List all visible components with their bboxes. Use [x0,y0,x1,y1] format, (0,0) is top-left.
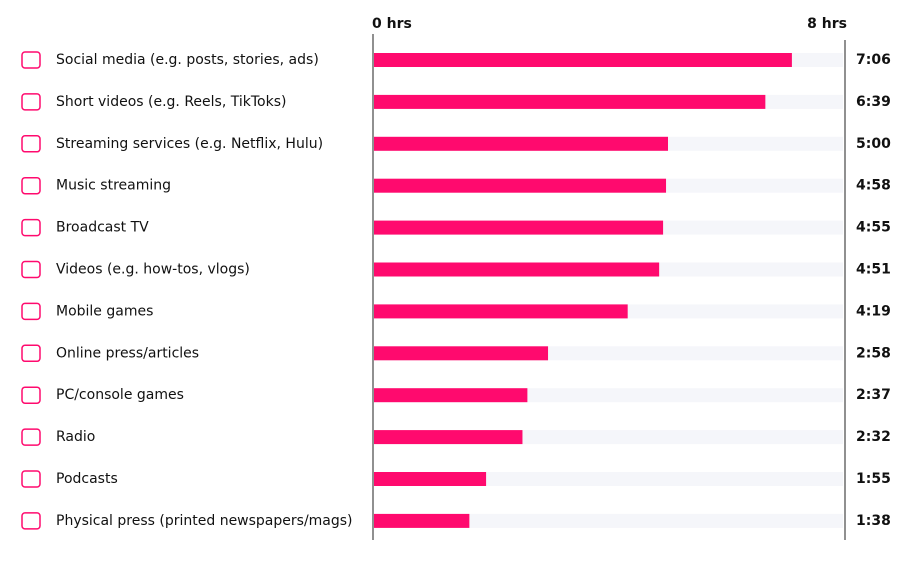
icon [21,218,41,237]
bar [374,346,549,361]
bar [374,304,628,319]
bar-track [374,513,843,528]
value-label: 4:51 [856,262,891,278]
category-label: Social media (e.g. posts, stories, ads) [56,52,319,68]
value-label: 6:39 [856,94,891,110]
bar-track [374,472,843,486]
bar [374,513,470,528]
icon [21,470,41,488]
icon [21,176,41,195]
bar [374,388,528,403]
icon [21,512,41,530]
category-label: Podcasts [56,471,118,487]
icon [21,344,41,363]
x-tick-label: 8 hrs [807,16,847,32]
icon [21,302,41,321]
x-tick-label: 0 hrs [372,16,412,32]
value-label: 4:58 [856,178,891,194]
value-label: 1:55 [856,471,891,487]
category-label: Broadcast TV [56,220,149,236]
value-label: 4:19 [856,303,891,319]
bar [374,94,766,109]
bar [374,53,792,67]
category-label: Music streaming [56,178,171,194]
bar [374,262,660,277]
icon [21,93,41,111]
value-label: 4:55 [856,220,891,236]
category-label: Videos (e.g. how-tos, vlogs) [56,262,250,278]
value-label: 7:06 [856,52,891,68]
category-label: Short videos (e.g. Reels, TikToks) [56,94,286,110]
icon [21,428,41,446]
category-label: Mobile games [56,303,153,319]
category-label: Streaming services (e.g. Netflix, Hulu) [56,136,323,152]
value-label: 2:58 [856,345,891,361]
category-label: Physical press (printed newspapers/mags) [56,513,353,529]
icon [21,135,41,153]
bar [374,220,664,235]
bar [374,472,487,486]
icon [21,260,41,279]
value-label: 2:32 [856,429,891,445]
bar [374,136,668,151]
bar [374,430,523,445]
value-label: 1:38 [856,513,891,529]
category-label: Radio [56,429,95,445]
value-label: 5:00 [856,136,891,152]
icon [21,386,41,404]
bar [374,178,667,193]
category-label: Online press/articles [56,345,199,361]
category-label: PC/console games [56,387,184,403]
icon [21,51,41,69]
value-label: 2:37 [856,387,891,403]
